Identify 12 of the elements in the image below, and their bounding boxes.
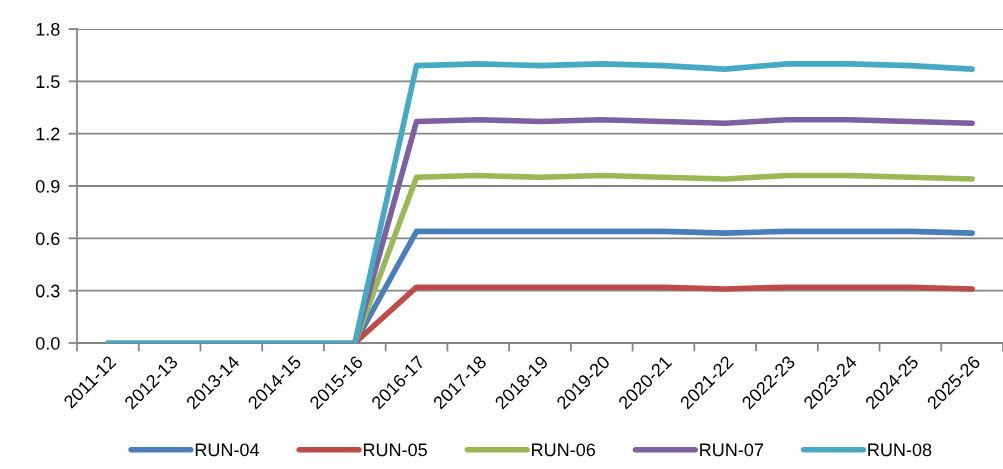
y-tick-label: 0.9 xyxy=(35,179,60,193)
y-tick-label: 1.2 xyxy=(36,127,60,141)
y-tick-label: 0.6 xyxy=(35,232,60,246)
legend-label: RUN-08 xyxy=(868,443,932,457)
y-tick-label: 0.3 xyxy=(35,284,60,298)
legend-label: RUN-06 xyxy=(532,443,595,457)
legend-label: RUN-07 xyxy=(700,443,764,457)
y-tick-label: 1.8 xyxy=(36,22,60,36)
y-tick-label: 0.0 xyxy=(35,336,60,350)
y-tick-label: 1.5 xyxy=(36,75,60,89)
legend-label: RUN-04 xyxy=(195,443,260,457)
legend-label: RUN-05 xyxy=(363,443,427,457)
